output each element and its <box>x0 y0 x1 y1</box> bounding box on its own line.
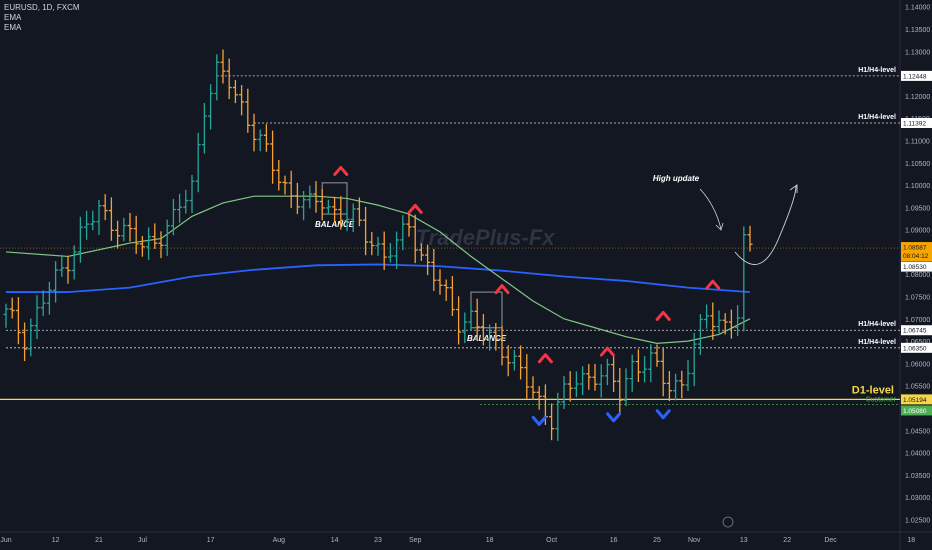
price-tick-label: 1.06500 <box>905 339 930 346</box>
price-tick-label: 1.09500 <box>905 205 930 212</box>
price-tick-label: 1.03500 <box>905 473 930 480</box>
blue-swing-low-marker <box>655 409 671 420</box>
level-price-tag <box>901 70 932 81</box>
green-price-label: 1.05080 <box>903 408 927 415</box>
green-price-tag <box>901 405 932 416</box>
price-tick-label: 1.09000 <box>905 228 930 235</box>
price-tick-label: 1.13000 <box>905 49 930 56</box>
time-tick-label: 14 <box>331 537 339 544</box>
level-price-label: 1.06745 <box>903 328 927 335</box>
price-tick-label: 1.06000 <box>905 361 930 368</box>
price-tick-label: 1.07500 <box>905 295 930 302</box>
balance-label: BALANCE <box>467 334 507 343</box>
h1-h4-level-label: H1/H4-level <box>858 114 896 121</box>
level-price-label: 1.06350 <box>903 345 927 352</box>
level-price-tag <box>901 325 932 336</box>
blue-swing-low-marker <box>531 415 547 426</box>
price-tick-label: 1.10000 <box>905 183 930 190</box>
high-update-label: High update <box>653 174 700 183</box>
red-swing-high-marker <box>407 203 423 214</box>
chart-legend: EURUSD, 1D, FXCM EMA EMA <box>4 3 80 33</box>
d1-price-tag <box>901 394 932 405</box>
h1-h4-level-label: H1/H4-level <box>858 67 896 74</box>
current-price-tag <box>901 242 932 262</box>
time-tick-label: 25 <box>653 537 661 544</box>
price-tick-label: 1.13500 <box>905 27 930 34</box>
red-swing-high-marker <box>494 284 510 295</box>
red-swing-high-marker <box>537 353 553 364</box>
annotation-arrow-head <box>715 222 724 231</box>
ema-slow-label[interactable]: EMA <box>4 23 22 32</box>
level-price-tag <box>901 342 932 353</box>
green-level-label: Customer <box>866 396 897 403</box>
red-swing-high-marker <box>599 346 615 357</box>
time-tick-label: 16 <box>610 537 618 544</box>
annotation-arrow-line <box>699 188 722 230</box>
h1-h4-level-label: H1/H4-level <box>858 321 896 328</box>
price-tick-label: 1.14000 <box>905 5 930 12</box>
price-tick-label: 1.11000 <box>905 138 930 145</box>
red-swing-high-marker <box>333 165 349 176</box>
ema-slow-line <box>6 263 751 293</box>
time-tick-label: Nov <box>688 537 701 544</box>
price-tick-label: 1.05500 <box>905 384 930 391</box>
time-tick-label: 23 <box>374 537 382 544</box>
d1-price-label: 1.05194 <box>903 397 927 404</box>
projection-arrow-head <box>789 184 798 193</box>
time-tick-label: Oct <box>546 537 557 544</box>
red-swing-high-marker <box>655 310 671 321</box>
price-tick-label: 1.02500 <box>905 518 930 525</box>
level-price-label: 1.12448 <box>903 73 927 80</box>
level-price-label: 1.11392 <box>903 120 926 127</box>
time-tick-label: Aug <box>273 537 286 544</box>
time-tick-label: 17 <box>207 537 215 544</box>
time-tick-label: Dec <box>824 537 837 544</box>
time-tick-label: 22 <box>783 537 791 544</box>
symbol-label[interactable]: EURUSD, 1D, FXCM <box>4 3 80 12</box>
time-tick-label: 21 <box>95 537 103 544</box>
countdown-label: 08:04:12 <box>903 253 929 260</box>
time-tick-label: 18 <box>486 537 494 544</box>
price-tick-label: 1.03000 <box>905 495 930 502</box>
price-tick-label: 1.04500 <box>905 428 930 435</box>
time-tick-label: Sep <box>409 537 422 544</box>
balance-label: BALANCE <box>315 220 355 229</box>
price-tick-label: 1.07000 <box>905 317 930 324</box>
current-price-label: 1.08587 <box>903 245 927 252</box>
blue-swing-low-marker <box>606 412 622 423</box>
price-tick-label: 1.12000 <box>905 94 930 101</box>
ema-fast-label[interactable]: EMA <box>4 13 22 22</box>
price-tick-label: 1.10500 <box>905 161 930 168</box>
time-tick-label: Jul <box>138 537 147 544</box>
price-tick-label: 1.04000 <box>905 451 930 458</box>
d1-level-label: D1-level <box>852 384 894 396</box>
time-tick-label: 18 <box>907 537 915 544</box>
secondary-price-tag <box>901 261 932 272</box>
projection-path <box>734 185 797 265</box>
time-tick-label: 13 <box>740 537 748 544</box>
time-tick-label: 12 <box>52 537 60 544</box>
level-price-tag <box>901 117 932 128</box>
event-icon <box>722 516 734 528</box>
price-tick-label: 1.08000 <box>905 272 930 279</box>
h1-h4-level-label: H1/H4-level <box>858 339 896 346</box>
time-tick-label: Jun <box>0 537 11 544</box>
secondary-price-label: 1.08530 <box>903 264 927 271</box>
red-swing-high-marker <box>705 279 721 290</box>
watermark: TradePlus-Fx <box>416 225 556 250</box>
